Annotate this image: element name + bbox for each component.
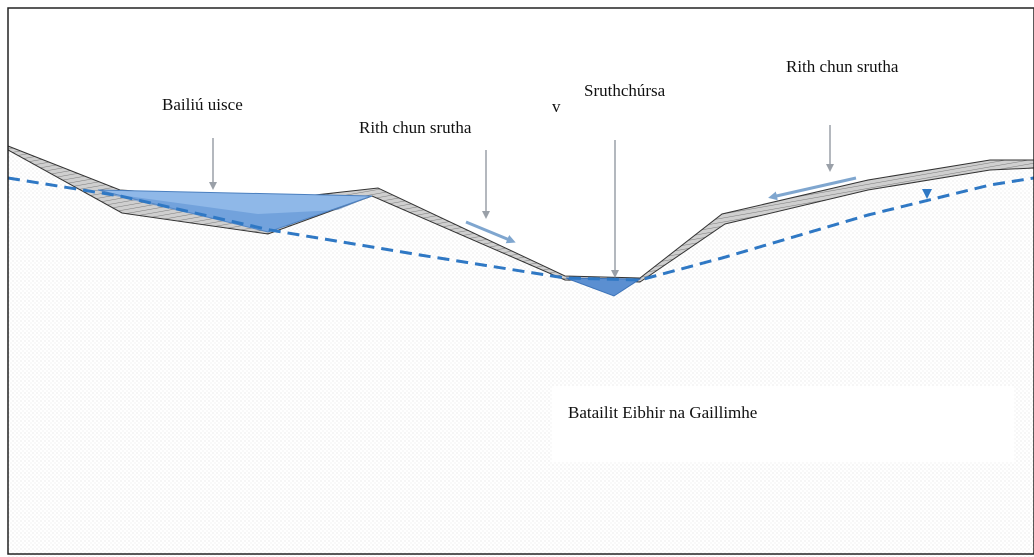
catchment-water-deep xyxy=(98,192,372,232)
runoff-right-label: Rith chun srutha xyxy=(786,57,899,76)
bedrock-label: Batailit Eibhir na Gaillimhe xyxy=(568,403,757,422)
bedrock-label-box xyxy=(552,386,1014,462)
runoff-left-flow-arrow-icon xyxy=(465,220,516,244)
stream-water xyxy=(565,277,642,297)
stray-mark: v xyxy=(552,97,561,116)
runoff-right-flow-arrow-icon xyxy=(768,176,857,201)
stream-label: Sruthchúrsa xyxy=(584,81,666,100)
water-table-line xyxy=(7,176,1034,282)
runoff-left-label: Rith chun srutha xyxy=(359,118,472,137)
diagram-frame xyxy=(7,7,1034,555)
catchment-label: Bailiú uisce xyxy=(162,95,243,114)
water-table-marker-icon xyxy=(922,189,932,199)
